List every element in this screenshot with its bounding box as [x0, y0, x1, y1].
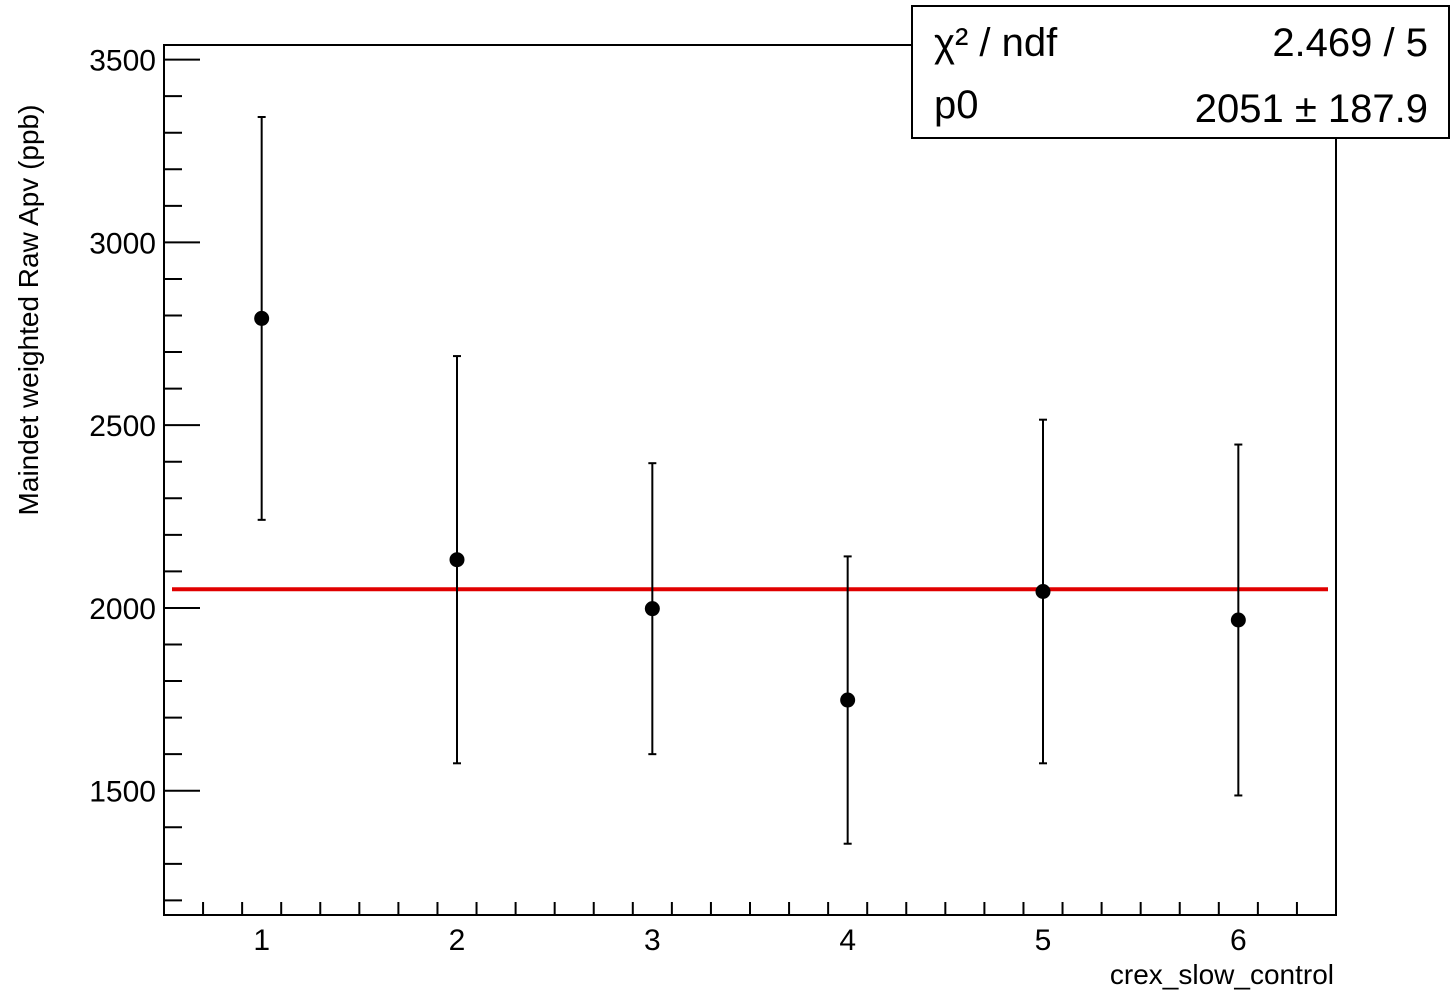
- y-axis-ticks: 1500 2000 2500 3000 3500: [89, 45, 200, 902]
- data-point: [254, 310, 270, 326]
- stats-p0-label: p0: [934, 83, 979, 127]
- x-axis-title: crex_slow_control: [1110, 959, 1334, 990]
- x-axis-ticks: 1 2 3 4 5 6: [163, 902, 1337, 957]
- x-tick-label: 4: [839, 924, 856, 957]
- stats-p0-value: 2051 ± 187.9: [1195, 87, 1428, 131]
- stats-chi2-label: χ² / ndf: [934, 21, 1058, 65]
- data-point: [1230, 612, 1246, 628]
- stats-chi2-value: 2.469 / 5: [1272, 21, 1428, 65]
- x-tick-label: 3: [644, 924, 661, 957]
- y-tick-label: 1500: [89, 776, 156, 809]
- data-points: [254, 116, 1246, 845]
- x-tick-label: 2: [449, 924, 466, 957]
- x-tick-label: 6: [1230, 924, 1247, 957]
- x-tick-label: 5: [1035, 924, 1052, 957]
- data-point: [449, 552, 465, 568]
- data-point: [644, 601, 660, 617]
- y-tick-label: 3500: [89, 45, 156, 78]
- x-tick-label: 1: [253, 924, 270, 957]
- y-tick-label: 2000: [89, 593, 156, 626]
- y-tick-label: 3000: [89, 227, 156, 260]
- data-point: [840, 692, 856, 708]
- data-point: [1035, 583, 1051, 599]
- y-axis-title: Maindet weighted Raw Apv (ppb): [13, 105, 44, 516]
- y-tick-label: 2500: [89, 410, 156, 443]
- plot-frame: [163, 44, 1337, 916]
- fit-stats-box: χ² / ndf 2.469 / 5 p0 2051 ± 187.9: [911, 5, 1450, 139]
